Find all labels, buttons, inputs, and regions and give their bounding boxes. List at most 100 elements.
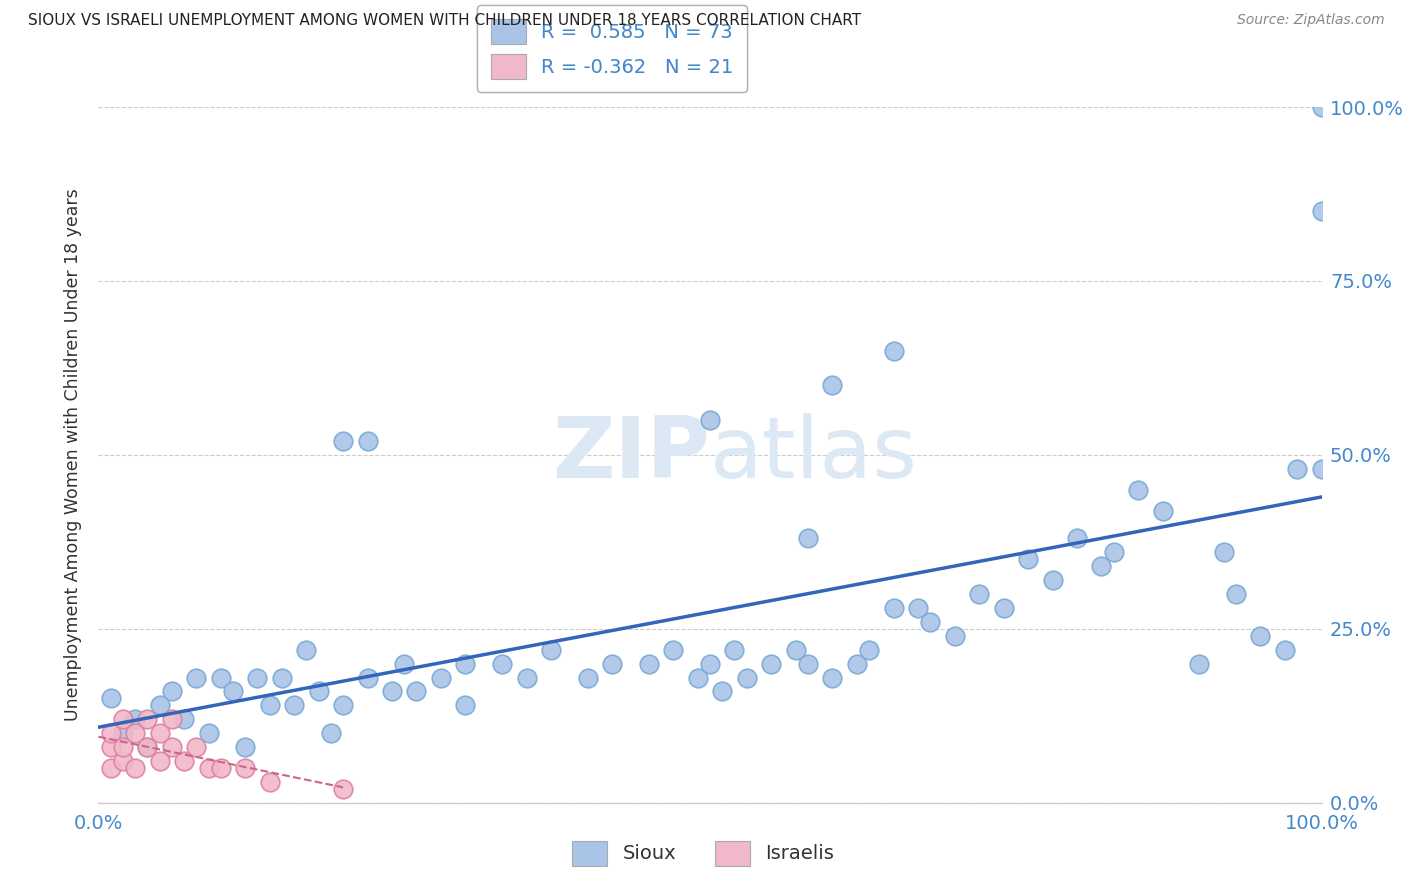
Point bbox=[111, 740, 134, 755]
Point bbox=[1286, 462, 1309, 476]
Point bbox=[356, 434, 378, 448]
Point bbox=[576, 671, 599, 685]
Point bbox=[124, 761, 146, 775]
Point bbox=[454, 657, 477, 671]
Text: Source: ZipAtlas.com: Source: ZipAtlas.com bbox=[1237, 13, 1385, 28]
Point bbox=[111, 726, 134, 740]
Point bbox=[600, 657, 623, 671]
Point bbox=[100, 691, 122, 706]
Point bbox=[1225, 587, 1247, 601]
Point bbox=[1066, 532, 1088, 546]
Point bbox=[845, 657, 868, 671]
Point bbox=[1017, 552, 1039, 566]
Point bbox=[1152, 503, 1174, 517]
Point bbox=[883, 343, 905, 358]
Point bbox=[943, 629, 966, 643]
Point bbox=[821, 671, 844, 685]
Point bbox=[233, 761, 256, 775]
Text: SIOUX VS ISRAELI UNEMPLOYMENT AMONG WOMEN WITH CHILDREN UNDER 18 YEARS CORRELATI: SIOUX VS ISRAELI UNEMPLOYMENT AMONG WOME… bbox=[28, 13, 862, 29]
Point bbox=[1102, 545, 1125, 559]
Legend: R =  0.585   N = 73, R = -0.362   N = 21: R = 0.585 N = 73, R = -0.362 N = 21 bbox=[477, 5, 747, 93]
Point bbox=[405, 684, 427, 698]
Point bbox=[920, 615, 942, 629]
Point bbox=[1212, 545, 1234, 559]
Point bbox=[319, 726, 342, 740]
Point bbox=[686, 671, 709, 685]
Point bbox=[100, 726, 122, 740]
Point bbox=[197, 726, 219, 740]
Point bbox=[111, 712, 134, 726]
Point bbox=[160, 712, 183, 726]
Point bbox=[295, 642, 318, 657]
Point bbox=[723, 642, 745, 657]
Text: ZIP: ZIP bbox=[553, 413, 710, 497]
Point bbox=[821, 378, 844, 392]
Point bbox=[124, 726, 146, 740]
Point bbox=[1188, 657, 1211, 671]
Point bbox=[197, 761, 219, 775]
Point bbox=[540, 642, 562, 657]
Point bbox=[136, 740, 159, 755]
Point bbox=[332, 781, 354, 796]
Point bbox=[124, 712, 146, 726]
Point bbox=[993, 601, 1015, 615]
Point bbox=[308, 684, 330, 698]
Legend: Sioux, Israelis: Sioux, Israelis bbox=[564, 833, 842, 873]
Point bbox=[283, 698, 305, 713]
Point bbox=[516, 671, 538, 685]
Point bbox=[699, 657, 721, 671]
Point bbox=[136, 712, 159, 726]
Point bbox=[1128, 483, 1150, 497]
Point bbox=[1274, 642, 1296, 657]
Point bbox=[1310, 204, 1333, 219]
Point bbox=[381, 684, 404, 698]
Point bbox=[270, 671, 294, 685]
Point bbox=[1250, 629, 1272, 643]
Point bbox=[332, 434, 354, 448]
Point bbox=[111, 754, 134, 768]
Point bbox=[173, 712, 195, 726]
Point bbox=[454, 698, 477, 713]
Point bbox=[491, 657, 513, 671]
Point bbox=[1042, 573, 1064, 587]
Point bbox=[173, 754, 195, 768]
Point bbox=[100, 740, 122, 755]
Point bbox=[332, 698, 354, 713]
Point bbox=[1310, 462, 1333, 476]
Point bbox=[1310, 100, 1333, 114]
Point bbox=[186, 671, 208, 685]
Point bbox=[259, 698, 281, 713]
Point bbox=[209, 671, 232, 685]
Point bbox=[761, 657, 783, 671]
Point bbox=[967, 587, 990, 601]
Point bbox=[149, 698, 172, 713]
Point bbox=[785, 642, 807, 657]
Text: atlas: atlas bbox=[710, 413, 918, 497]
Point bbox=[149, 726, 172, 740]
Point bbox=[711, 684, 734, 698]
Point bbox=[430, 671, 453, 685]
Point bbox=[797, 657, 820, 671]
Point bbox=[160, 684, 183, 698]
Point bbox=[246, 671, 269, 685]
Point bbox=[1090, 559, 1112, 574]
Point bbox=[186, 740, 208, 755]
Point bbox=[699, 413, 721, 427]
Point bbox=[392, 657, 416, 671]
Point bbox=[907, 601, 929, 615]
Point bbox=[638, 657, 661, 671]
Point bbox=[100, 761, 122, 775]
Point bbox=[735, 671, 758, 685]
Point bbox=[233, 740, 256, 755]
Point bbox=[797, 532, 820, 546]
Point bbox=[160, 740, 183, 755]
Point bbox=[222, 684, 245, 698]
Point bbox=[356, 671, 378, 685]
Point bbox=[209, 761, 232, 775]
Point bbox=[662, 642, 685, 657]
Point bbox=[858, 642, 880, 657]
Point bbox=[883, 601, 905, 615]
Point bbox=[136, 740, 159, 755]
Point bbox=[149, 754, 172, 768]
Point bbox=[259, 775, 281, 789]
